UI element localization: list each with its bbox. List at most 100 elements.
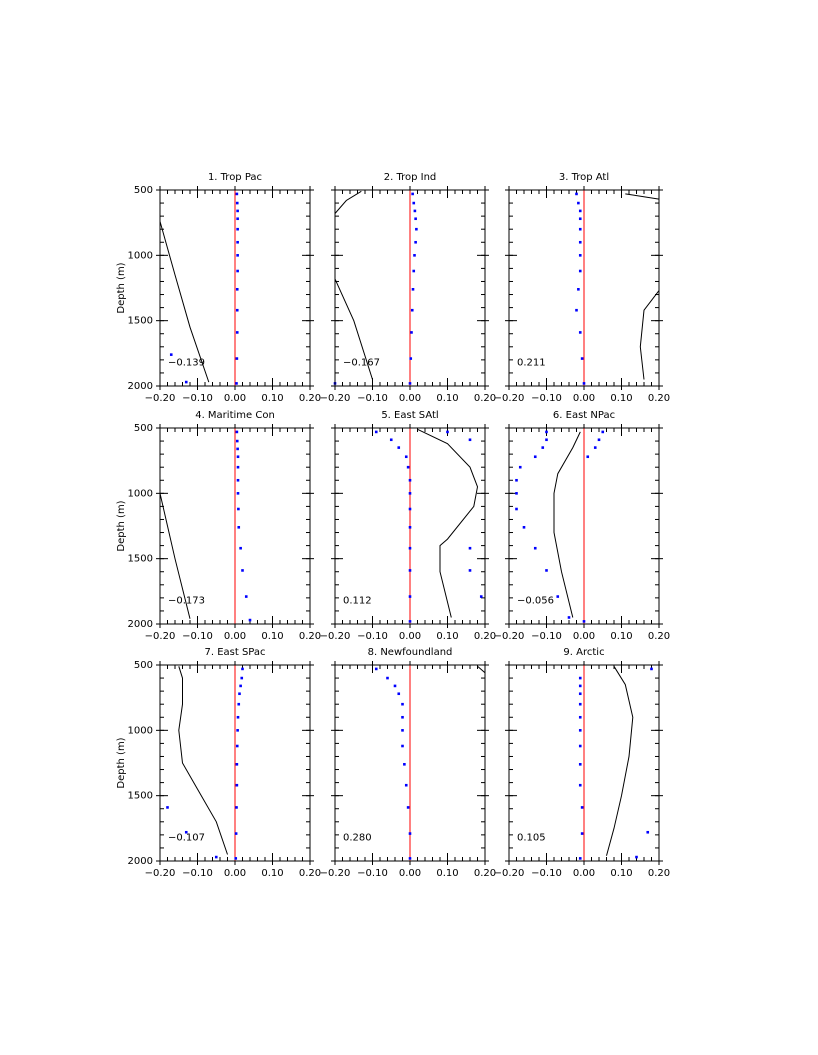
panel-title: 5. East SAtl bbox=[381, 410, 438, 421]
profile-line bbox=[334, 278, 373, 380]
x-tick-label: 0.00 bbox=[573, 868, 595, 879]
y-axis-label: Depth (m) bbox=[116, 737, 127, 788]
data-point bbox=[236, 269, 239, 273]
data-point bbox=[578, 729, 582, 732]
x-tick-label: −0.10 bbox=[357, 631, 388, 642]
x-tick-label: −0.20 bbox=[145, 393, 176, 404]
y-tick-label: 1000 bbox=[128, 250, 153, 261]
data-point bbox=[580, 806, 584, 809]
annotation: 0.211 bbox=[517, 357, 546, 368]
data-point bbox=[446, 430, 449, 434]
data-point bbox=[406, 465, 410, 469]
data-point bbox=[413, 209, 417, 213]
data-point bbox=[235, 308, 239, 312]
data-point bbox=[236, 465, 240, 469]
plot-frame bbox=[508, 189, 660, 387]
panel-title: 8. Newfoundland bbox=[368, 647, 453, 658]
x-tick-label: 0.20 bbox=[299, 868, 321, 879]
panel-title: 2. Trop Ind bbox=[384, 172, 437, 183]
data-point bbox=[408, 832, 412, 835]
data-point bbox=[240, 676, 244, 680]
data-point bbox=[408, 546, 412, 550]
data-point bbox=[401, 729, 404, 732]
data-point bbox=[236, 227, 239, 231]
data-point bbox=[214, 855, 218, 859]
data-point bbox=[235, 439, 239, 443]
data-point bbox=[235, 763, 239, 766]
data-point bbox=[393, 684, 397, 688]
data-point bbox=[236, 217, 239, 221]
data-point bbox=[237, 526, 241, 529]
data-point bbox=[241, 667, 244, 671]
x-tick-label: 0.20 bbox=[648, 868, 670, 879]
annotation: −0.167 bbox=[343, 357, 380, 368]
x-tick-label: 0.00 bbox=[399, 393, 421, 404]
data-point bbox=[408, 526, 412, 529]
data-point bbox=[410, 331, 413, 334]
y-tick-label: 2000 bbox=[128, 856, 153, 867]
plot-frame bbox=[159, 189, 311, 387]
panel: 8. Newfoundland −0.20 −0.10 0.00 0.10 0.20 0.2… bbox=[320, 647, 496, 879]
panel: 5. East SAtl −0.20 −0.10 0.00 0.10 0.20 0.112 bbox=[320, 410, 496, 642]
data-point bbox=[374, 430, 378, 434]
data-point bbox=[408, 492, 412, 495]
data-point bbox=[468, 546, 472, 550]
panel: 6. East NPac −0.20 −0.10 0.00 0.10 0.20 −0.056 bbox=[494, 410, 670, 642]
data-point bbox=[408, 569, 412, 572]
data-point bbox=[401, 744, 404, 748]
x-tick-label: 0.10 bbox=[261, 868, 283, 879]
y-tick-label: 500 bbox=[134, 423, 153, 434]
data-point bbox=[235, 288, 239, 291]
profile-line bbox=[159, 221, 210, 383]
data-point bbox=[236, 455, 240, 459]
annotation: −0.056 bbox=[517, 595, 554, 606]
x-tick-label: 0.20 bbox=[648, 393, 670, 404]
x-tick-label: 0.10 bbox=[261, 393, 283, 404]
data-point bbox=[578, 269, 582, 273]
y-tick-label: 1500 bbox=[128, 316, 153, 327]
plot-frame bbox=[159, 664, 311, 862]
data-point bbox=[597, 438, 601, 442]
x-tick-label: −0.20 bbox=[494, 393, 525, 404]
y-tick-label: 1500 bbox=[128, 554, 153, 565]
data-point bbox=[169, 353, 173, 356]
x-tick-label: 0.10 bbox=[436, 393, 458, 404]
data-point bbox=[650, 667, 653, 671]
data-point bbox=[235, 331, 239, 334]
x-tick-label: −0.10 bbox=[182, 393, 213, 404]
data-point bbox=[578, 702, 582, 706]
panel-title: 1. Trop Pac bbox=[208, 172, 262, 183]
data-point bbox=[578, 684, 582, 688]
x-tick-label: 0.10 bbox=[610, 393, 632, 404]
x-tick-label: −0.20 bbox=[494, 631, 525, 642]
data-point bbox=[518, 465, 522, 469]
panel-title: 9. Arctic bbox=[563, 647, 604, 658]
x-tick-label: −0.10 bbox=[357, 393, 388, 404]
data-point bbox=[408, 507, 412, 511]
y-axis-label: Depth (m) bbox=[116, 262, 127, 313]
annotation: −0.107 bbox=[168, 832, 205, 843]
data-point bbox=[545, 569, 548, 572]
data-point bbox=[408, 478, 412, 482]
x-tick-label: 0.20 bbox=[648, 631, 670, 642]
data-point bbox=[582, 382, 586, 385]
data-point bbox=[397, 692, 401, 696]
data-point bbox=[578, 744, 582, 748]
data-point bbox=[408, 620, 412, 623]
x-tick-label: 0.20 bbox=[299, 631, 321, 642]
data-point bbox=[404, 455, 408, 459]
data-point bbox=[184, 830, 188, 834]
data-point bbox=[567, 616, 571, 619]
x-tick-label: 0.20 bbox=[474, 393, 496, 404]
data-point bbox=[578, 783, 582, 787]
x-tick-label: −0.20 bbox=[494, 868, 525, 879]
plot-frame bbox=[159, 427, 311, 625]
plot-frame bbox=[508, 427, 660, 625]
data-point bbox=[408, 382, 412, 385]
data-point bbox=[577, 201, 580, 205]
data-point bbox=[586, 455, 590, 459]
data-point bbox=[515, 478, 518, 482]
y-tick-label: 2000 bbox=[128, 619, 153, 630]
data-point bbox=[406, 806, 410, 809]
